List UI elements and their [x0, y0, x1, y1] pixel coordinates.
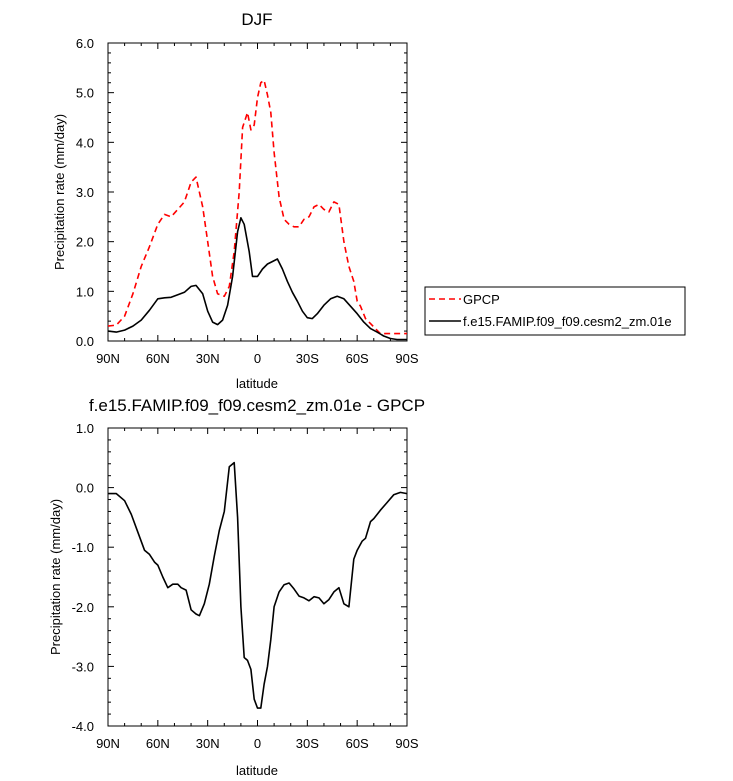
x-tick-label: 90S — [395, 351, 418, 366]
legend: GPCP f.e15.FAMIP.f09_f09.cesm2_zm.01e — [424, 286, 686, 336]
series-group — [108, 461, 408, 709]
y-axis-label: Precipitation rate (mm/day) — [48, 499, 63, 655]
y-axis-label: Precipitation rate (mm/day) — [52, 114, 67, 270]
x-tick-label: 0 — [254, 351, 261, 366]
y-tick-label: -2.0 — [72, 600, 94, 615]
x-tick-label: 30S — [296, 351, 319, 366]
panel-djf: DJF 0.0 1.0 2.0 3.0 4.0 5.0 6.0 90N 60N 30N 0 30S 6… — [52, 10, 686, 391]
y-tick-label: -1.0 — [72, 540, 94, 555]
y-tick-label: 0.0 — [76, 334, 94, 349]
series-line-1 — [107, 217, 407, 341]
y-tick-label: 3.0 — [76, 185, 94, 200]
plot-frame — [107, 42, 408, 342]
x-axis-label: latitude — [236, 376, 278, 391]
x-tick-label: 30N — [196, 736, 220, 751]
y-tick-label: 5.0 — [76, 86, 94, 101]
series-group — [107, 79, 407, 341]
x-axis: 90N 60N 30N 0 30S 60S 90S — [96, 43, 419, 366]
legend-label-gpcp: GPCP — [463, 292, 500, 307]
y-tick-label: 1.0 — [76, 421, 94, 436]
chart-title: f.e15.FAMIP.f09_f09.cesm2_zm.01e - GPCP — [89, 396, 425, 415]
x-tick-label: 90S — [395, 736, 418, 751]
x-tick-label: 30S — [296, 736, 319, 751]
legend-box — [424, 286, 686, 336]
y-tick-label: 6.0 — [76, 36, 94, 51]
plot-frame — [107, 427, 408, 727]
y-tick-label: -4.0 — [72, 719, 94, 734]
x-tick-label: 0 — [254, 736, 261, 751]
x-tick-label: 60S — [346, 351, 369, 366]
y-tick-label: -3.0 — [72, 659, 94, 674]
chart-title: DJF — [241, 10, 272, 29]
x-tick-label: 60N — [146, 736, 170, 751]
series-line-0 — [107, 79, 407, 335]
series-line-0 — [108, 461, 408, 709]
y-tick-label: 2.0 — [76, 235, 94, 250]
y-axis: -4.0 -3.0 -2.0 -1.0 0.0 1.0 — [72, 421, 407, 734]
x-tick-label: 90N — [96, 736, 120, 751]
x-tick-label: 60N — [146, 351, 170, 366]
panel-difference: f.e15.FAMIP.f09_f09.cesm2_zm.01e - GPCP … — [48, 396, 425, 778]
y-axis: 0.0 1.0 2.0 3.0 4.0 5.0 6.0 — [76, 36, 407, 349]
y-tick-label: 0.0 — [76, 481, 94, 496]
y-tick-label: 1.0 — [76, 284, 94, 299]
x-axis-label: latitude — [236, 763, 278, 778]
x-tick-label: 90N — [96, 351, 120, 366]
x-tick-label: 30N — [196, 351, 220, 366]
x-tick-label: 60S — [346, 736, 369, 751]
x-axis: 90N 60N 30N 0 30S 60S 90S — [96, 428, 419, 751]
legend-label-model: f.e15.FAMIP.f09_f09.cesm2_zm.01e — [463, 314, 672, 329]
y-tick-label: 4.0 — [76, 135, 94, 150]
